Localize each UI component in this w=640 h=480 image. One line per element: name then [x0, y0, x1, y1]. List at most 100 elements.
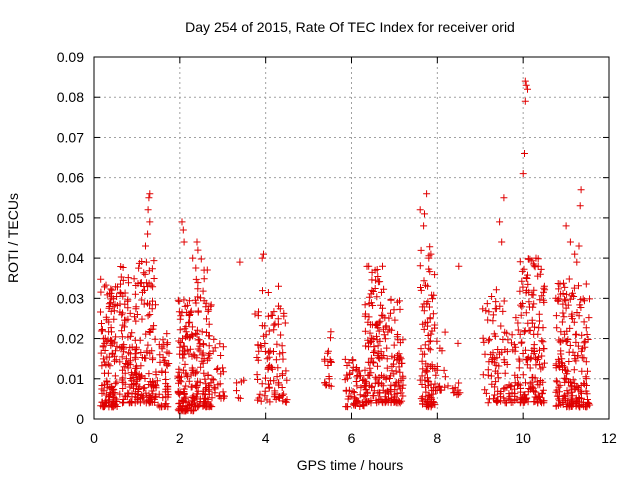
data-point: [280, 390, 288, 398]
data-point: [258, 254, 266, 262]
data-point: [187, 307, 195, 315]
data-point: [540, 296, 547, 304]
data-point: [391, 316, 399, 324]
data-point: [395, 350, 403, 358]
data-point: [146, 311, 154, 318]
data-point: [386, 375, 393, 382]
data-point: [427, 250, 435, 258]
data-point: [132, 317, 140, 325]
data-point: [131, 346, 139, 354]
x-tick-label: 12: [601, 430, 617, 446]
data-point: [275, 379, 283, 387]
data-point: [221, 392, 228, 400]
data-point: [585, 314, 593, 322]
data-point: [119, 366, 126, 374]
data-point: [176, 343, 184, 351]
data-point: [97, 288, 105, 296]
data-point: [488, 293, 496, 300]
data-point: [162, 376, 170, 383]
data-point: [433, 337, 441, 345]
data-point: [385, 325, 393, 333]
data-point: [426, 346, 434, 354]
data-point: [132, 350, 140, 358]
data-point: [127, 398, 135, 405]
data-point: [265, 380, 272, 388]
data-point: [515, 364, 523, 372]
data-point: [137, 395, 144, 403]
y-tick-label: 0.05: [57, 210, 84, 226]
data-point: [327, 358, 335, 365]
data-point: [391, 397, 399, 405]
data-point: [399, 392, 407, 400]
data-point: [566, 238, 574, 246]
data-point: [573, 258, 581, 266]
data-point: [357, 372, 365, 380]
data-point: [146, 218, 154, 226]
data-point: [205, 390, 213, 398]
data-point: [494, 369, 502, 377]
data-point: [263, 355, 271, 363]
data-point: [253, 371, 261, 379]
data-point: [516, 330, 524, 338]
data-point: [423, 368, 431, 376]
data-point: [517, 311, 525, 319]
data-point: [491, 391, 499, 399]
data-point: [420, 277, 428, 285]
data-point: [255, 394, 263, 402]
data-point: [511, 347, 519, 355]
data-point: [383, 344, 391, 352]
data-point: [193, 383, 201, 391]
data-point: [187, 371, 195, 379]
data-point: [280, 309, 288, 317]
data-point: [372, 320, 380, 328]
data-point: [164, 393, 172, 401]
data-point: [163, 361, 171, 369]
data-point: [396, 305, 404, 313]
data-point: [503, 348, 511, 356]
data-point: [581, 343, 589, 351]
data-point: [349, 357, 357, 365]
data-point: [121, 323, 128, 331]
data-point: [162, 402, 170, 410]
data-point: [569, 392, 577, 400]
data-point: [577, 388, 585, 396]
data-point: [194, 308, 202, 316]
data-point: [541, 359, 548, 367]
data-point: [381, 335, 389, 343]
x-tick-label: 2: [176, 430, 184, 446]
data-point: [106, 362, 114, 370]
data-point: [152, 371, 160, 379]
data-point: [492, 298, 500, 306]
data-point: [203, 328, 210, 336]
data-point: [178, 396, 186, 404]
data-point: [138, 372, 145, 380]
data-point: [521, 327, 529, 335]
data-point: [569, 376, 577, 384]
data-point: [177, 339, 185, 346]
data-point: [161, 356, 169, 364]
data-point: [563, 387, 571, 395]
data-point: [557, 350, 565, 358]
y-tick-label: 0.04: [57, 250, 84, 266]
data-point: [282, 367, 290, 375]
data-point: [514, 319, 522, 327]
data-point: [142, 330, 150, 338]
data-point: [199, 349, 207, 357]
data-point: [214, 364, 222, 372]
data-point: [152, 384, 160, 392]
data-point: [552, 312, 560, 320]
data-point: [97, 308, 104, 316]
data-point: [270, 377, 278, 385]
data-point: [182, 382, 190, 390]
data-point: [427, 380, 435, 388]
data-point: [185, 319, 193, 327]
data-point: [251, 310, 259, 318]
data-point: [279, 349, 287, 357]
data-point: [144, 341, 152, 349]
data-point: [194, 246, 202, 254]
data-point: [190, 351, 198, 359]
data-point: [570, 318, 578, 326]
data-point: [208, 394, 216, 402]
data-point: [278, 342, 286, 350]
data-point: [552, 377, 560, 385]
